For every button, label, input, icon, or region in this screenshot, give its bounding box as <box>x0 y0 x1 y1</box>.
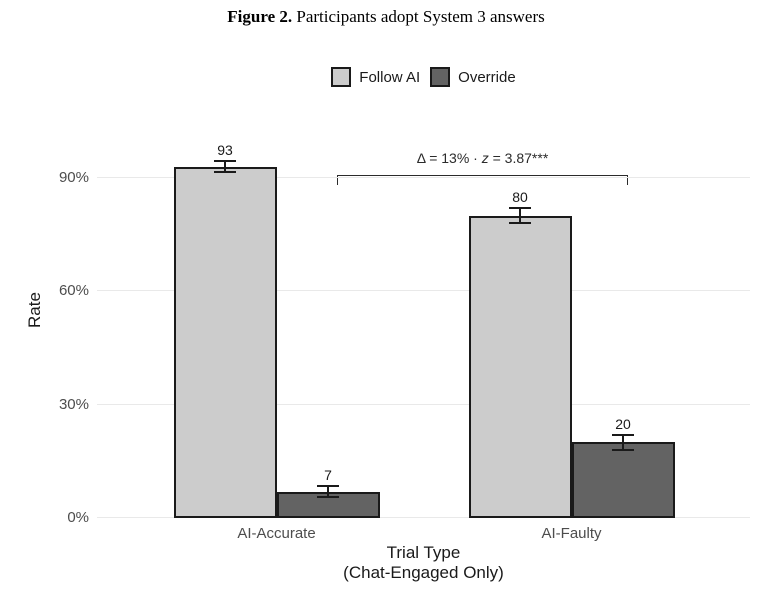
bar-follow-ai-ai-faulty <box>468 215 572 518</box>
figure-title: Figure 2. Participants adopt System 3 an… <box>0 7 772 27</box>
error-bar-stem <box>327 485 329 498</box>
legend-label-override: Override <box>458 68 516 86</box>
comparison-bracket <box>337 175 628 185</box>
y-tick-label-90-: 90% <box>58 169 89 187</box>
y-tick-label-30-: 30% <box>58 395 89 413</box>
error-bar-cap <box>509 207 531 210</box>
error-bar-cap <box>214 160 236 163</box>
legend-item-override: Override <box>430 67 516 87</box>
y-tick-label-60-: 60% <box>58 282 89 300</box>
bar-value-label: 7 <box>324 466 332 483</box>
figure-title-prefix: Figure 2. <box>227 7 293 26</box>
gridline-0- <box>97 517 750 518</box>
error-bar-cap <box>317 484 339 487</box>
significance-annotation: Δ = 13% · z = 3.87*** <box>337 150 628 166</box>
error-bar-stem <box>224 161 226 173</box>
gridline-90- <box>97 177 750 179</box>
error-bar-cap <box>214 171 236 174</box>
y-tick-label-0-: 0% <box>67 509 89 526</box>
bar-value-label: 93 <box>217 142 233 159</box>
legend-swatch-override <box>430 67 451 87</box>
error-bar-cap <box>317 496 339 499</box>
x-axis-title: Trial Type (Chat-Engaged Only) <box>97 543 750 583</box>
error-bar-cap <box>612 433 634 436</box>
x-tick-label-ai-faulty: AI-Faulty <box>541 525 602 542</box>
legend-item-follow-ai: Follow AI <box>331 67 420 87</box>
annotation-delta: Δ = 13% · <box>416 150 482 166</box>
bar-value-label: 80 <box>512 189 528 206</box>
bar-value-label: 20 <box>615 415 631 432</box>
gridline-30- <box>97 403 750 405</box>
gridline-60- <box>97 290 750 292</box>
error-bar-stem <box>519 208 521 224</box>
legend-label-follow-ai: Follow AI <box>359 68 421 86</box>
x-axis-title-line2: (Chat-Engaged Only) <box>343 563 504 582</box>
figure-title-text: Participants adopt System 3 answers <box>292 7 545 26</box>
legend-swatch-follow-ai <box>331 67 352 87</box>
error-bar-cap <box>612 449 634 452</box>
bar-follow-ai-ai-accurate <box>173 166 277 518</box>
legend: Follow AI Override <box>97 67 750 87</box>
error-bar-cap <box>509 222 531 225</box>
annotation-stat: z <box>481 150 489 166</box>
x-axis-title-line1: Trial Type <box>386 543 461 562</box>
x-tick-label-ai-accurate: AI-Accurate <box>237 525 316 542</box>
error-bar-stem <box>622 434 624 450</box>
annotation-value: = 3.87*** <box>488 150 549 166</box>
plot-panel: Δ = 13% · z = 3.87*** 0% 30% 60% 90% 93 80 7 20… <box>59 140 750 542</box>
bar-override-ai-faulty <box>571 442 675 518</box>
